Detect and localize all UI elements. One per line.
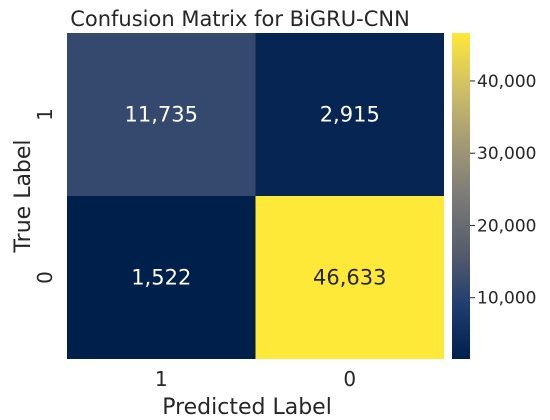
y-tick-label-0: 1 — [33, 108, 57, 121]
heatmap-cell-r0-c0 — [67, 33, 256, 196]
colorbar-tick-label-0: 10,000 — [477, 289, 536, 309]
chart-title: Confusion Matrix for BiGRU-CNN — [70, 7, 410, 31]
y-axis-label: True Label — [11, 139, 36, 253]
heatmap-cell-r1-c1 — [255, 196, 444, 359]
x-tick-label-0: 1 — [155, 367, 168, 391]
colorbar-tick-label-2: 30,000 — [477, 144, 536, 164]
y-axis-ticks: 10 — [33, 108, 57, 284]
heatmap-cell-label-r0-c1: 2,915 — [320, 103, 380, 127]
x-tick-label-1: 0 — [343, 367, 356, 391]
heatmap-cell-label-r1-c1: 46,633 — [313, 266, 386, 290]
colorbar-ticks: 10,000 20,000 30,000 40,000 — [470, 72, 536, 309]
colorbar — [452, 33, 470, 359]
colorbar-tick-label-3: 40,000 — [477, 72, 536, 92]
heatmap-cell-r0-c1 — [255, 33, 444, 196]
heatmap-cell-r1-c0 — [67, 196, 256, 359]
heatmap-cell-label-r1-c0: 1,522 — [131, 266, 191, 290]
heatmap-cell-label-r0-c0: 11,735 — [125, 103, 198, 127]
y-tick-label-1: 0 — [33, 271, 57, 284]
heatmap-grid: 11,735 2,915 1,522 46,633 — [67, 33, 444, 359]
colorbar-tick-label-1: 20,000 — [477, 216, 536, 236]
x-axis-label: Predicted Label — [162, 395, 332, 420]
